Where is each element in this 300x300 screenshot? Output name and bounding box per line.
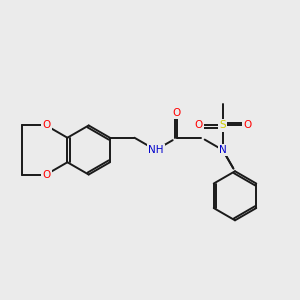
Text: O: O — [42, 169, 50, 179]
Text: O: O — [173, 108, 181, 118]
Text: O: O — [194, 121, 202, 130]
Text: O: O — [243, 121, 251, 130]
Text: O: O — [42, 121, 50, 130]
Text: N: N — [219, 145, 226, 155]
Text: NH: NH — [148, 145, 164, 155]
Text: S: S — [219, 121, 226, 130]
